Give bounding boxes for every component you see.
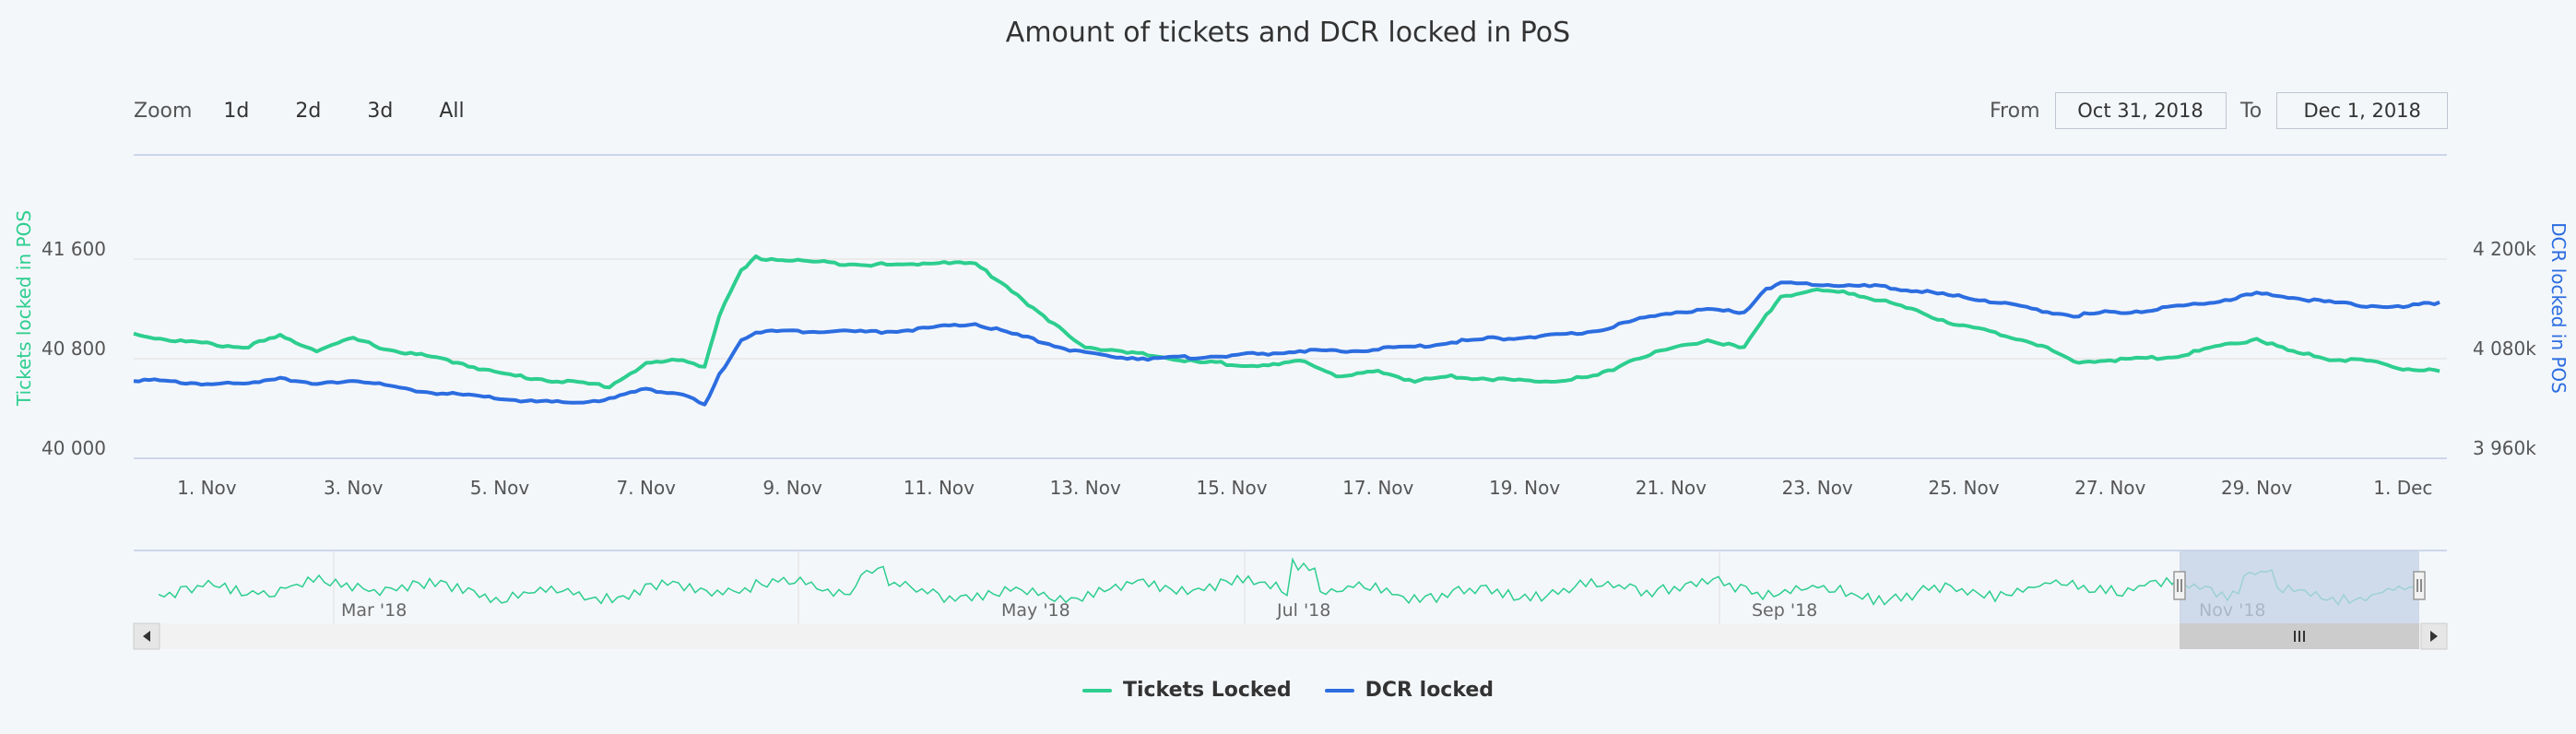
legend-item-dcr[interactable]: DCR locked xyxy=(1324,679,1495,702)
range-from: From xyxy=(1990,92,2227,129)
to-label: To xyxy=(2240,99,2263,123)
arrow-left-icon xyxy=(143,631,150,642)
zoom-all-button[interactable]: All xyxy=(426,96,478,126)
navigator-right-handle[interactable] xyxy=(2413,571,2426,600)
y-tick-left: 41 600 xyxy=(41,238,106,260)
x-tick-label: 11. Nov xyxy=(904,477,975,499)
navigator-label: Mar '18 xyxy=(341,600,407,621)
y-tick-right: 3 960k xyxy=(2473,437,2536,459)
chart-svg: 41 600 40 800 40 000 4 200k 4 080k 3 960k 1. … xyxy=(41,154,2536,650)
navigator-series-line xyxy=(158,557,2416,607)
from-date-input[interactable] xyxy=(2054,92,2227,129)
x-tick-label: 3. Nov xyxy=(324,477,384,499)
legend-label-dcr: DCR locked xyxy=(1365,679,1495,702)
y-tick-left: 40 800 xyxy=(41,337,106,360)
y-tick-left: 40 000 xyxy=(41,437,106,459)
x-tick-label: 29. Nov xyxy=(2221,477,2292,499)
x-tick-label: 13. Nov xyxy=(1050,477,1121,499)
tickets-locked-line xyxy=(133,254,2440,390)
x-tick-label: 27. Nov xyxy=(2074,477,2145,499)
x-tick-label: 15. Nov xyxy=(1196,477,1267,499)
x-ticks: 1. Nov 3. Nov 5. Nov 7. Nov 9. Nov 11. Nov 13.… xyxy=(177,477,2432,499)
legend-swatch-tickets xyxy=(1081,688,1112,693)
x-tick-label: 1. Nov xyxy=(177,477,237,499)
scrollbar-track xyxy=(134,623,2447,649)
x-tick-label: 7. Nov xyxy=(617,477,677,499)
range-to: To xyxy=(2240,92,2449,129)
to-date-input[interactable] xyxy=(2276,92,2449,129)
y-tick-right: 4 080k xyxy=(2473,337,2536,360)
x-tick-label: 5. Nov xyxy=(470,477,530,499)
zoom-label: Zoom xyxy=(134,100,193,123)
x-tick-label: 19. Nov xyxy=(1489,477,1560,499)
navigator-label: May '18 xyxy=(1001,600,1070,621)
navigator-selected-range xyxy=(2180,550,2419,623)
from-label: From xyxy=(1990,99,2040,123)
legend-item-tickets[interactable]: Tickets Locked xyxy=(1081,679,1292,702)
y-tick-right: 4 200k xyxy=(2473,238,2536,260)
legend-swatch-dcr xyxy=(1324,688,1354,693)
zoom-3d-button[interactable]: 3d xyxy=(354,96,407,126)
dcr-locked-line xyxy=(133,280,2440,407)
x-tick-label: 23. Nov xyxy=(1782,477,1853,499)
series-group xyxy=(133,254,2440,407)
zoom-1d-button[interactable]: 1d xyxy=(210,96,263,126)
legend: Tickets Locked DCR locked xyxy=(0,679,2576,702)
legend-label-tickets: Tickets Locked xyxy=(1122,679,1292,702)
navigator-label: Jul '18 xyxy=(1276,600,1330,621)
x-tick-label: 17. Nov xyxy=(1342,477,1413,499)
x-tick-label: 25. Nov xyxy=(1928,477,1999,499)
y-ticks: 41 600 40 800 40 000 4 200k 4 080k 3 960k xyxy=(41,238,2536,459)
x-tick-label: 1. Dec xyxy=(2373,477,2432,499)
x-tick-label: 21. Nov xyxy=(1636,477,1707,499)
chart-title: Amount of tickets and DCR locked in PoS xyxy=(1005,17,1571,49)
x-tick-label: 9. Nov xyxy=(762,477,822,499)
navigator-label: Sep '18 xyxy=(1752,600,1817,621)
zoom-2d-button[interactable]: 2d xyxy=(282,96,335,126)
zoom-bar: Zoom 1d 2d 3d All xyxy=(134,96,498,126)
arrow-right-icon xyxy=(2430,631,2438,642)
navigator-left-handle[interactable] xyxy=(2173,571,2186,600)
grid xyxy=(134,154,2447,459)
